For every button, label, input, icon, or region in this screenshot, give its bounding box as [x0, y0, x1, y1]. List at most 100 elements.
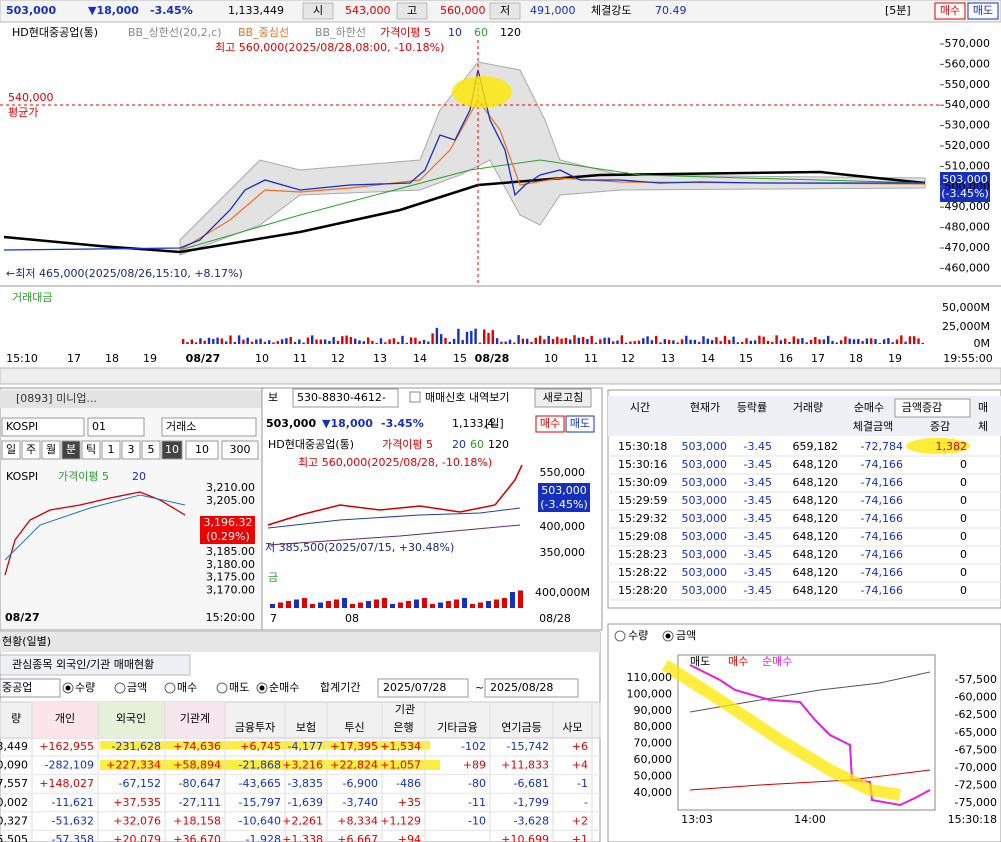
- cell: +6,667: [337, 833, 378, 842]
- period-button-label: 5: [148, 443, 155, 456]
- cell: -21,868: [239, 759, 281, 772]
- cell: -282,109: [45, 759, 94, 772]
- cell: 0,002: [0, 796, 28, 809]
- volume-bar: [272, 342, 275, 344]
- label-box: [396, 2, 428, 20]
- header-cell: [98, 702, 165, 738]
- period-button-label: 10: [195, 443, 209, 456]
- volume-bar: [310, 604, 315, 608]
- legend-item: 60: [474, 26, 488, 39]
- label: ▼18,000: [88, 4, 139, 17]
- label: 530-8830-4612-: [297, 391, 386, 404]
- cell: 7,557: [0, 777, 28, 790]
- volume-bar: [887, 338, 890, 344]
- dropdown: [894, 398, 971, 418]
- legend-item: 20: [452, 438, 466, 451]
- label: 560,000: [440, 4, 486, 17]
- cell: 503,000: [682, 548, 728, 561]
- x-tick-label: 11: [584, 352, 598, 365]
- cell: -1,639: [288, 796, 323, 809]
- volume-bar: [435, 327, 439, 344]
- cell: 648,120: [793, 548, 839, 561]
- column-header: 개인: [55, 712, 75, 725]
- label: 2025/07/28: [383, 681, 446, 694]
- volume-bar: [422, 339, 426, 344]
- cell: 15:28:23: [618, 548, 667, 561]
- volume-bar: [891, 342, 894, 344]
- column-header: 현재가: [690, 401, 720, 414]
- volume-bar: [358, 340, 361, 344]
- volume-bar: [444, 337, 447, 344]
- label: 08/27: [5, 611, 40, 624]
- cell: -1: [577, 777, 588, 790]
- x-tick-label: 14: [413, 352, 427, 365]
- cell: -10: [468, 814, 486, 827]
- volume-bar: [286, 601, 291, 608]
- period-button: [41, 440, 61, 460]
- cell: 503,000: [682, 512, 728, 525]
- x-tick-label: 7: [270, 612, 277, 625]
- cell: -486: [396, 777, 421, 790]
- volume-bar: [749, 340, 752, 344]
- y-tick-label: 540,000: [945, 98, 991, 111]
- cell: +18,158: [173, 814, 221, 827]
- volume-bar: [723, 335, 727, 344]
- volume-bar: [857, 339, 860, 344]
- volume-bar: [728, 339, 731, 344]
- y-tick-label: 3,170.00: [206, 583, 255, 596]
- volume-bar: [921, 342, 924, 344]
- period-button-label: 분: [66, 443, 76, 456]
- label: 저: [500, 4, 510, 17]
- cell: +32,076: [113, 814, 161, 827]
- legend-item: 가격이평 5: [58, 470, 109, 483]
- checkbox: [409, 391, 421, 403]
- radio-label: 순매수: [269, 681, 299, 694]
- period-button: [61, 440, 81, 460]
- volume-bar: [814, 336, 817, 344]
- volume-bar: [663, 339, 666, 344]
- legend-item: 10: [448, 26, 462, 39]
- volume-bar: [510, 592, 515, 608]
- volume-bar: [336, 340, 340, 344]
- label: ▼18,000: [322, 417, 373, 430]
- volume-bar: [194, 342, 198, 344]
- legend-item: 60: [470, 438, 484, 451]
- label: (-3.45%): [941, 187, 989, 200]
- volume-bar: [414, 599, 419, 608]
- volume-bar: [315, 339, 318, 344]
- volume-bar: [263, 341, 267, 344]
- label-box: [302, 2, 334, 20]
- volume-bar: [345, 335, 348, 344]
- cell: -74,166: [861, 530, 903, 543]
- cell: -6,900: [343, 777, 378, 790]
- column-header: 보험: [296, 721, 316, 734]
- volume-bar: [311, 335, 314, 344]
- cell: 503,000: [682, 584, 728, 597]
- y-tick-label: 570,000: [945, 37, 991, 50]
- volume-bar: [637, 340, 641, 344]
- cell: +1,057: [380, 759, 421, 772]
- volume-bar: [521, 338, 525, 344]
- column-header: 연기금등: [501, 721, 541, 734]
- label: 매수: [540, 417, 560, 430]
- volume-bar: [366, 601, 371, 608]
- radio-dot: [665, 633, 671, 639]
- y-tick-label: 510,000: [945, 159, 991, 172]
- cell: 503,000: [682, 476, 728, 489]
- volume-bar: [612, 341, 615, 344]
- volume-bar: [474, 328, 477, 344]
- x-tick-label: 11: [293, 352, 307, 365]
- cell: 0: [960, 476, 967, 489]
- y-tick-label: 500,000: [945, 180, 991, 193]
- volume-bar: [642, 338, 645, 344]
- y-tick-label: 60,000: [634, 753, 673, 766]
- legend-item: 가격이평 5: [382, 438, 433, 451]
- flow-line: [689, 769, 931, 791]
- legend-item: 20: [132, 470, 146, 483]
- cell: 15:29:08: [618, 530, 667, 543]
- volume-bar: [255, 339, 258, 344]
- y-tick-label: 40,000: [634, 786, 673, 799]
- volume-bar: [276, 341, 279, 344]
- period-button-label: 300: [230, 443, 251, 456]
- ma-line: [267, 507, 521, 529]
